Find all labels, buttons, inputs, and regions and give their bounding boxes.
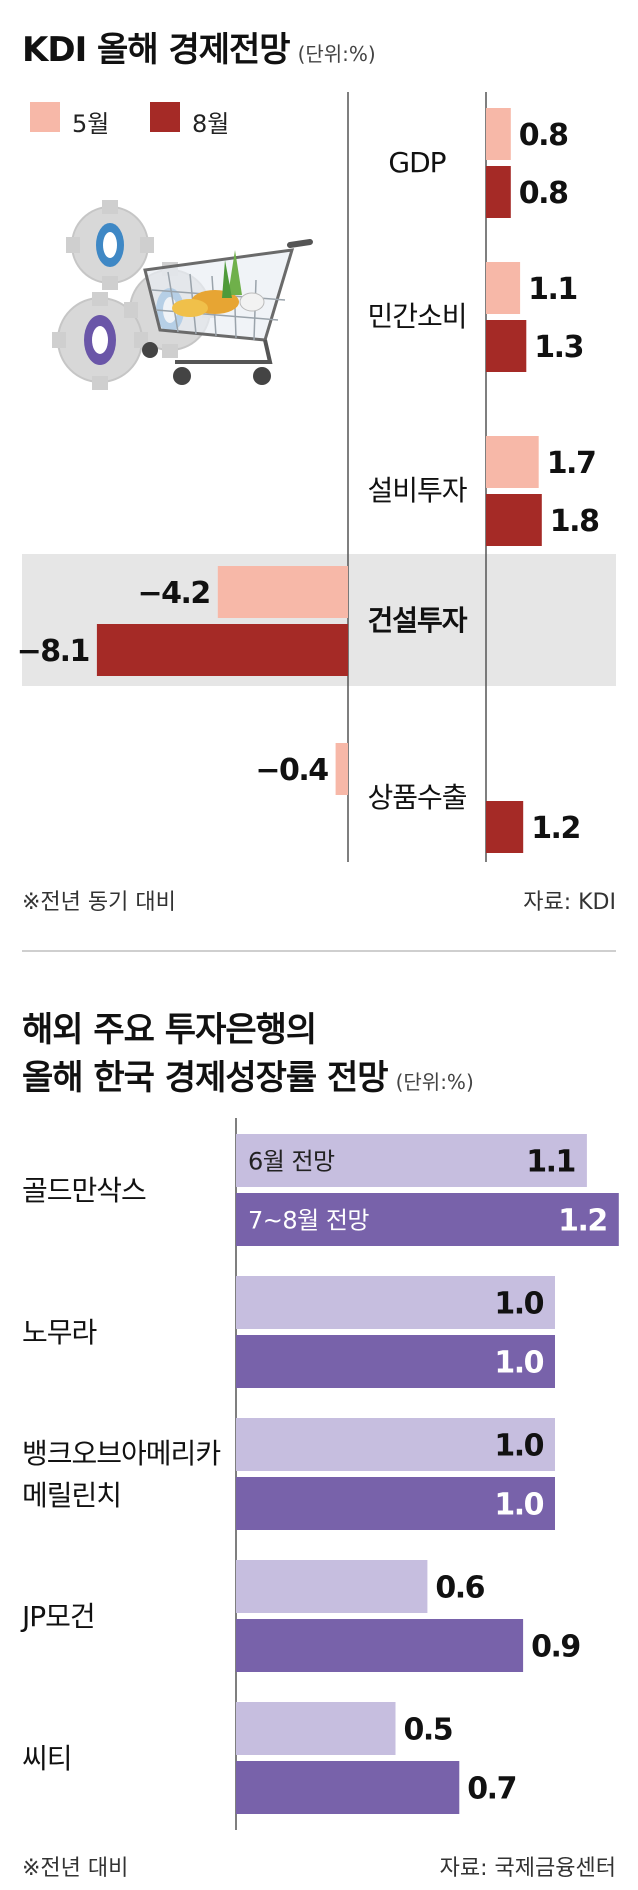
kdi-chart: GDP 0.8 0.8 민간소비 1.1 1.3 설비투자 1.7 1.8 건설투자 −4.2 −8.… <box>17 92 616 862</box>
value-label-may-3: −4.2 <box>138 576 210 611</box>
value-label-may-0: 0.8 <box>519 118 568 153</box>
bank-value-julaug-0: 1.2 <box>558 1204 607 1239</box>
bar-may-2 <box>486 436 539 488</box>
value-label-aug-4: 1.2 <box>531 811 580 846</box>
bank-value-julaug-1: 1.0 <box>494 1346 543 1381</box>
banks-source: 자료: 국제금융센터 <box>439 1856 616 1881</box>
bank-bar-june-1 <box>236 1276 555 1329</box>
banks-chart-title-line2: 올해 한국 경제성장률 전망 (단위:%) <box>22 1058 474 1098</box>
bank-bar-julaug-4 <box>236 1761 460 1814</box>
legend-label-aug: 8월 <box>192 110 230 138</box>
bank-value-june-1: 1.0 <box>494 1287 543 1322</box>
category-label-4: 상품수출 <box>367 781 466 814</box>
bank-value-june-0: 1.1 <box>526 1145 575 1180</box>
value-label-may-4: −0.4 <box>255 753 328 788</box>
bank-label-2-line1: 메릴린치 <box>22 1479 121 1512</box>
category-label-1: 민간소비 <box>367 300 466 333</box>
bank-label-2-line0: 뱅크오브아메리카 <box>22 1437 220 1470</box>
bar-aug-1 <box>486 320 527 372</box>
value-label-may-1: 1.1 <box>528 272 577 307</box>
bar-aug-2 <box>486 494 542 546</box>
bar-aug-4 <box>486 801 524 853</box>
bank-bar-june-0 <box>236 1134 587 1187</box>
bank-value-julaug-4: 0.7 <box>467 1772 516 1807</box>
bank-label-3: JP모건 <box>20 1600 95 1633</box>
kdi-unit-label: (단위:%) <box>297 42 376 66</box>
bar-may-4 <box>335 743 348 795</box>
bank-value-june-3: 0.6 <box>435 1571 484 1606</box>
bank-label-0: 골드만삭스 <box>22 1174 146 1207</box>
banks-unit-label: (단위:%) <box>395 1070 474 1094</box>
bank-value-june-4: 0.5 <box>404 1713 453 1748</box>
kdi-footnote: ※전년 동기 대비 <box>22 890 176 915</box>
bank-label-1: 노무라 <box>22 1316 97 1349</box>
bar-aug-3 <box>96 624 349 676</box>
series-label-june: 6월 전망 <box>248 1148 335 1176</box>
bank-bar-julaug-3 <box>236 1619 524 1672</box>
kdi-source: 자료: KDI <box>523 890 616 915</box>
legend-label-may: 5월 <box>72 110 110 138</box>
legend-swatch-may <box>30 102 60 132</box>
shopping-cart-icon <box>142 239 313 385</box>
bank-bar-julaug-1 <box>236 1335 555 1388</box>
bank-bar-june-2 <box>236 1418 555 1471</box>
bank-bar-julaug-2 <box>236 1477 555 1530</box>
bank-bar-june-3 <box>236 1560 428 1613</box>
banks-chart-title-line1: 해외 주요 투자은행의 <box>22 1010 317 1050</box>
bank-value-julaug-3: 0.9 <box>531 1630 580 1665</box>
bar-may-1 <box>486 262 521 314</box>
value-label-aug-1: 1.3 <box>534 330 583 365</box>
value-label-aug-3: −8.1 <box>17 634 89 669</box>
value-label-may-2: 1.7 <box>547 446 596 481</box>
bank-label-4: 씨티 <box>22 1742 72 1775</box>
category-label-3: 건설투자 <box>367 604 467 637</box>
section-divider <box>22 950 616 952</box>
series-label-julaug: 7~8월 전망 <box>248 1207 369 1235</box>
banks-footnote: ※전년 대비 <box>22 1856 129 1881</box>
bank-value-june-2: 1.0 <box>494 1429 543 1464</box>
gears-and-cart-illustration <box>52 200 313 390</box>
category-label-0: GDP <box>388 146 445 179</box>
legend-swatch-aug <box>150 102 180 132</box>
bank-bar-june-4 <box>236 1702 396 1755</box>
kdi-chart-title: KDI 올해 경제전망 (단위:%) <box>22 30 376 70</box>
value-label-aug-0: 0.8 <box>519 176 568 211</box>
bar-aug-0 <box>486 166 511 218</box>
bar-may-0 <box>486 108 511 160</box>
bank-bar-julaug-0 <box>236 1193 619 1246</box>
value-label-aug-2: 1.8 <box>550 504 599 539</box>
bank-value-julaug-2: 1.0 <box>494 1488 543 1523</box>
bar-may-3 <box>217 566 348 618</box>
category-label-2: 설비투자 <box>367 474 466 507</box>
